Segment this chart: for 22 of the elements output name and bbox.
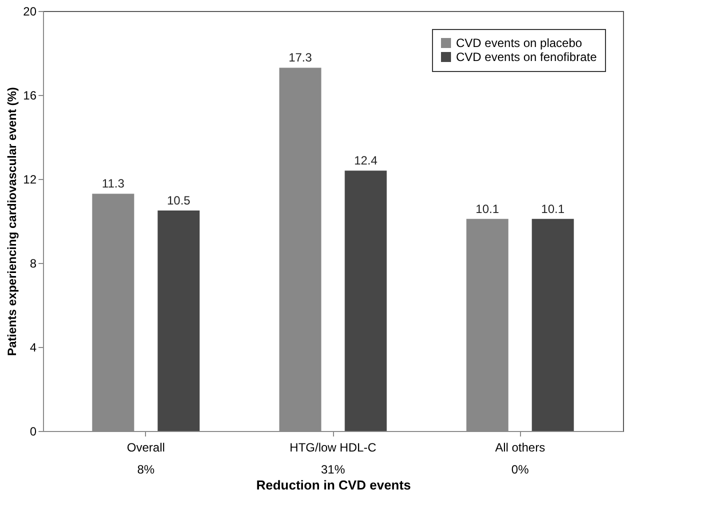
- data-label: 17.3: [288, 50, 312, 65]
- bar: [532, 218, 574, 431]
- y-tick-label: 16: [23, 88, 37, 102]
- y-tick-label: 8: [30, 256, 37, 270]
- data-label: 10.1: [541, 202, 565, 216]
- y-tick-label: 4: [30, 340, 37, 354]
- bar: [344, 170, 387, 431]
- data-label: 10.1: [476, 202, 500, 216]
- y-axis-title: Patients experiencing cardiovascular event (%): [5, 87, 20, 356]
- x-axis-title: Reduction in CVD events: [256, 478, 411, 492]
- y-tick-label: 12: [23, 172, 37, 186]
- data-label: 11.3: [102, 176, 125, 191]
- x-tick-label: Overall 8%: [126, 440, 165, 476]
- x-tick-label: HTG/low HDL-C 31%: [290, 440, 377, 476]
- legend-label: CVD events on placebo: [456, 36, 582, 50]
- y-tick-label: 20: [23, 4, 37, 18]
- y-tick-label: 0: [30, 424, 37, 438]
- data-label: 12.4: [354, 154, 378, 168]
- bar: [158, 210, 200, 431]
- legend-label: CVD events on fenofibrate: [456, 50, 598, 64]
- data-label: 10.5: [166, 194, 191, 208]
- x-tick-label: All others 0%: [495, 440, 546, 476]
